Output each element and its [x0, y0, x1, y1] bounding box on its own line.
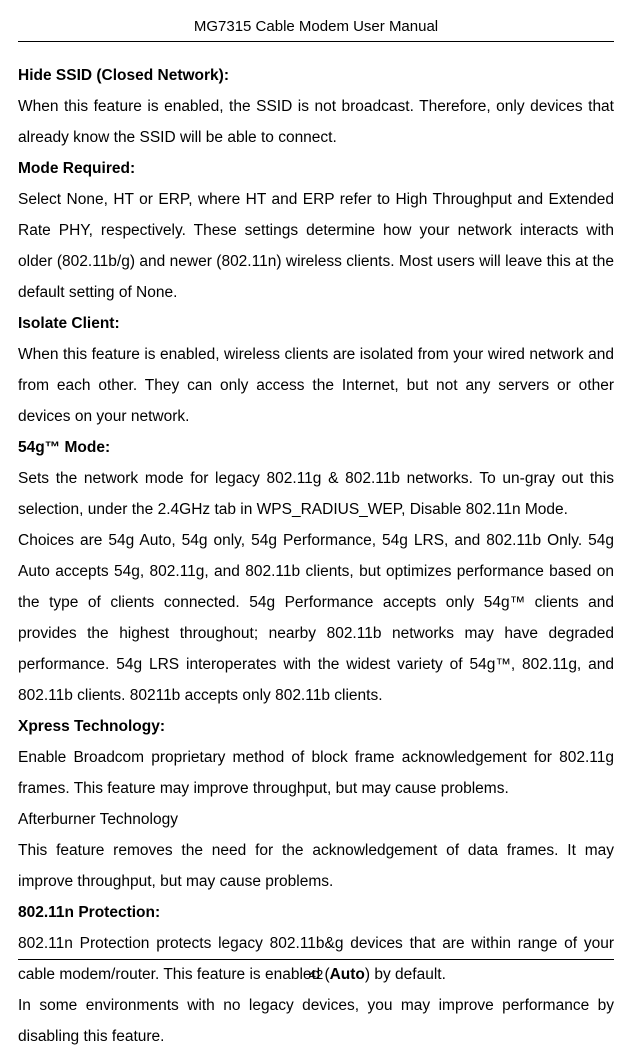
footer-divider — [18, 959, 614, 960]
protection-text2: In some environments with no legacy devi… — [18, 990, 614, 1052]
page-header: MG7315 Cable Modem User Manual — [0, 0, 632, 41]
mode-54g-text2: Choices are 54g Auto, 54g only, 54g Perf… — [18, 525, 614, 711]
page-number: 42 — [0, 967, 632, 982]
mode-54g-text1: Sets the network mode for legacy 802.11g… — [18, 463, 614, 525]
protection-heading: 802.11n Protection: — [18, 897, 614, 928]
hide-ssid-text: When this feature is enabled, the SSID i… — [18, 91, 614, 153]
mode-54g-heading: 54g™ Mode: — [18, 432, 614, 463]
isolate-client-heading: Isolate Client: — [18, 308, 614, 339]
header-divider — [18, 41, 614, 42]
isolate-client-text: When this feature is enabled, wireless c… — [18, 339, 614, 432]
mode-required-heading: Mode Required: — [18, 153, 614, 184]
afterburner-text: This feature removes the need for the ac… — [18, 835, 614, 897]
afterburner-heading: Afterburner Technology — [18, 804, 614, 835]
page-content: Hide SSID (Closed Network): When this fe… — [0, 60, 632, 1052]
mode-required-text: Select None, HT or ERP, where HT and ERP… — [18, 184, 614, 308]
xpress-heading: Xpress Technology: — [18, 711, 614, 742]
xpress-text: Enable Broadcom proprietary method of bl… — [18, 742, 614, 804]
hide-ssid-heading: Hide SSID (Closed Network): — [18, 60, 614, 91]
manual-title: MG7315 Cable Modem User Manual — [194, 18, 438, 35]
